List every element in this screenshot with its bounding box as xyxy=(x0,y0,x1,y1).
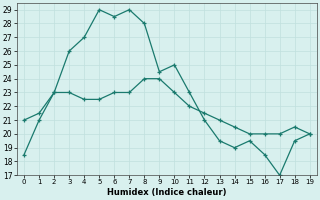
X-axis label: Humidex (Indice chaleur): Humidex (Indice chaleur) xyxy=(107,188,227,197)
